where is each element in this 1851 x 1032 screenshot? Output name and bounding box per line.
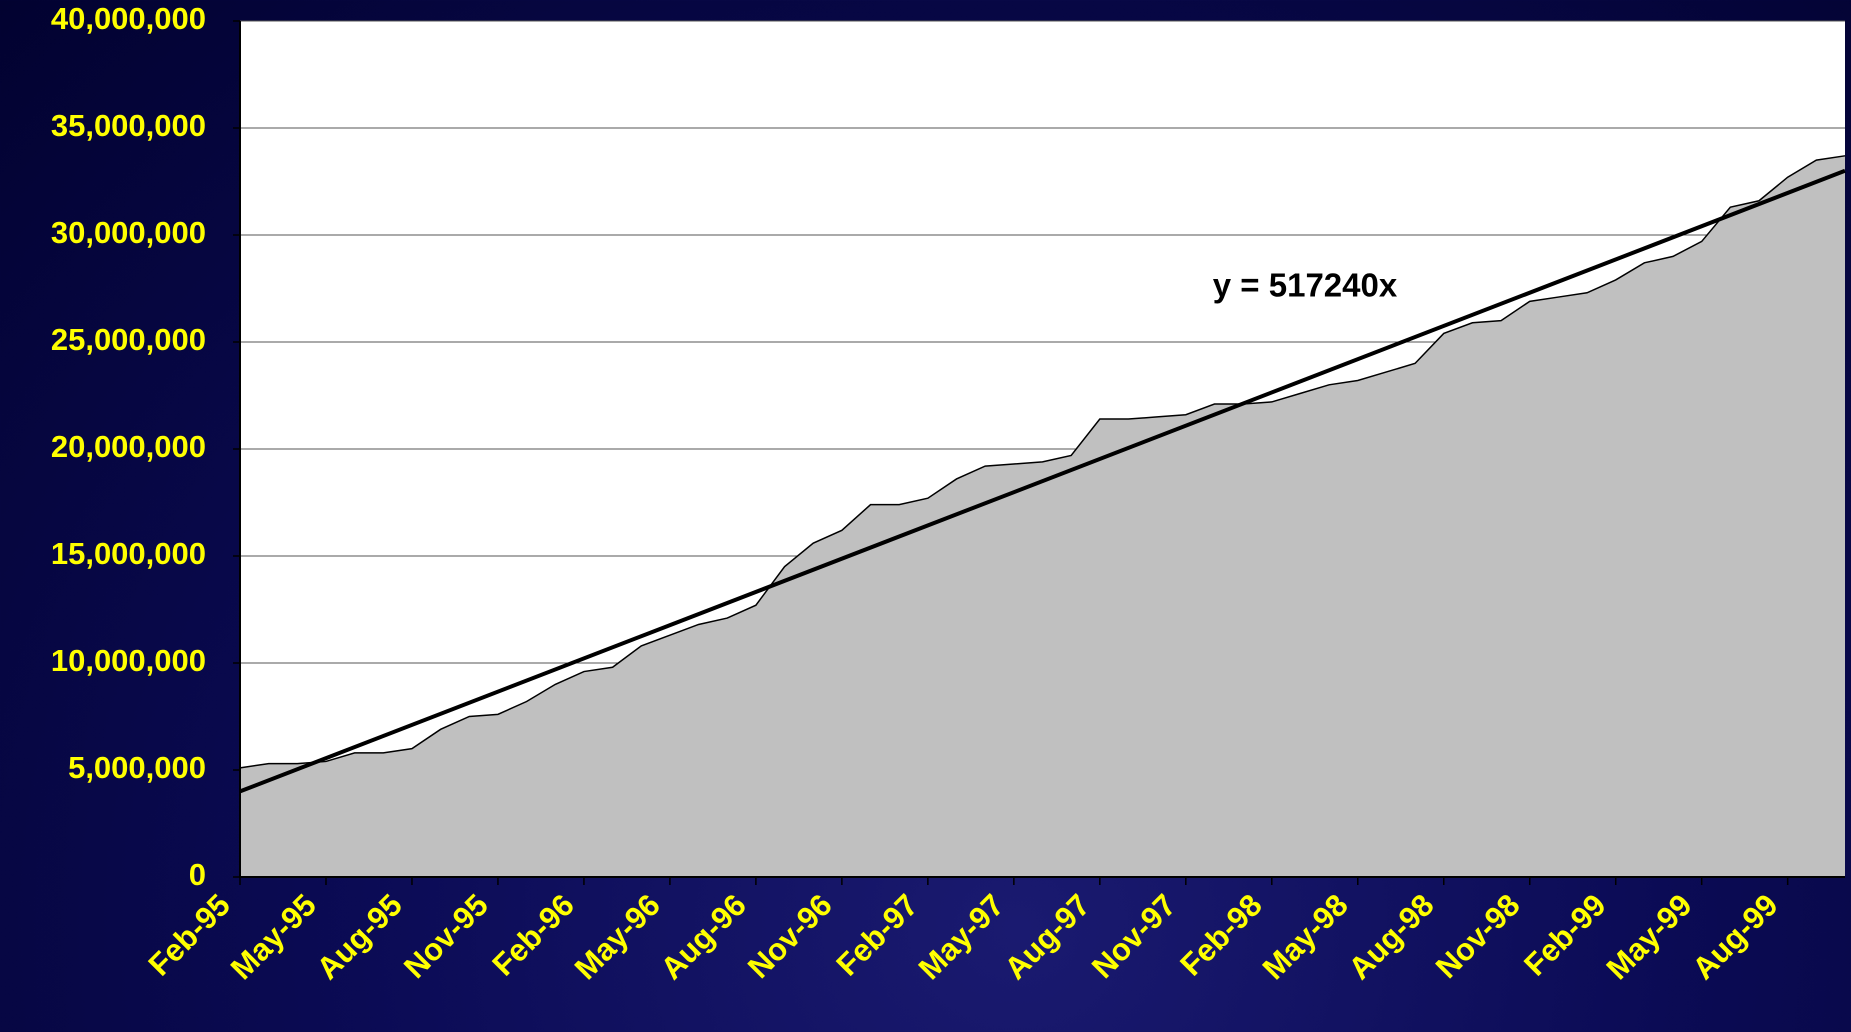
x-tick-label: Nov-98 xyxy=(1429,887,1527,985)
y-tick-label: 25,000,000 xyxy=(51,322,206,357)
x-tick-label: Feb-96 xyxy=(485,887,580,982)
x-tick-label: Aug-98 xyxy=(1342,887,1441,986)
x-tick-label: Aug-95 xyxy=(310,887,409,986)
x-tick-label: May-96 xyxy=(568,887,667,986)
x-tick-label: Nov-95 xyxy=(397,887,495,985)
area-outline xyxy=(239,155,1846,769)
y-tick-label: 0 xyxy=(189,857,206,892)
x-tick-label: May-97 xyxy=(912,887,1011,986)
x-tick-label: Aug-97 xyxy=(998,887,1097,986)
x-tick-label: May-99 xyxy=(1600,887,1699,986)
x-tick-label: May-95 xyxy=(224,887,323,986)
y-tick-label: 5,000,000 xyxy=(68,750,206,785)
x-tick-label: Aug-96 xyxy=(654,887,753,986)
trendline xyxy=(239,168,1846,794)
x-tick-label: Feb-95 xyxy=(142,887,237,982)
y-tick-label: 35,000,000 xyxy=(51,108,206,143)
y-tick-label: 20,000,000 xyxy=(51,429,206,464)
y-tick-label: 15,000,000 xyxy=(51,536,206,571)
y-tick-label: 10,000,000 xyxy=(51,643,206,678)
x-tick-label: Feb-98 xyxy=(1173,887,1268,982)
x-tick-label: Nov-97 xyxy=(1085,887,1183,985)
x-tick-label: Nov-96 xyxy=(741,887,839,985)
x-tick-label: Feb-99 xyxy=(1517,887,1612,982)
y-tick-label: 30,000,000 xyxy=(51,215,206,250)
trendline-label: y = 517240x xyxy=(1213,267,1398,304)
area xyxy=(240,155,1845,877)
x-tick-label: May-98 xyxy=(1256,887,1355,986)
x-tick-label: Feb-97 xyxy=(829,887,924,982)
x-tick-label: Aug-99 xyxy=(1686,887,1785,986)
y-tick-label: 40,000,000 xyxy=(51,1,206,36)
